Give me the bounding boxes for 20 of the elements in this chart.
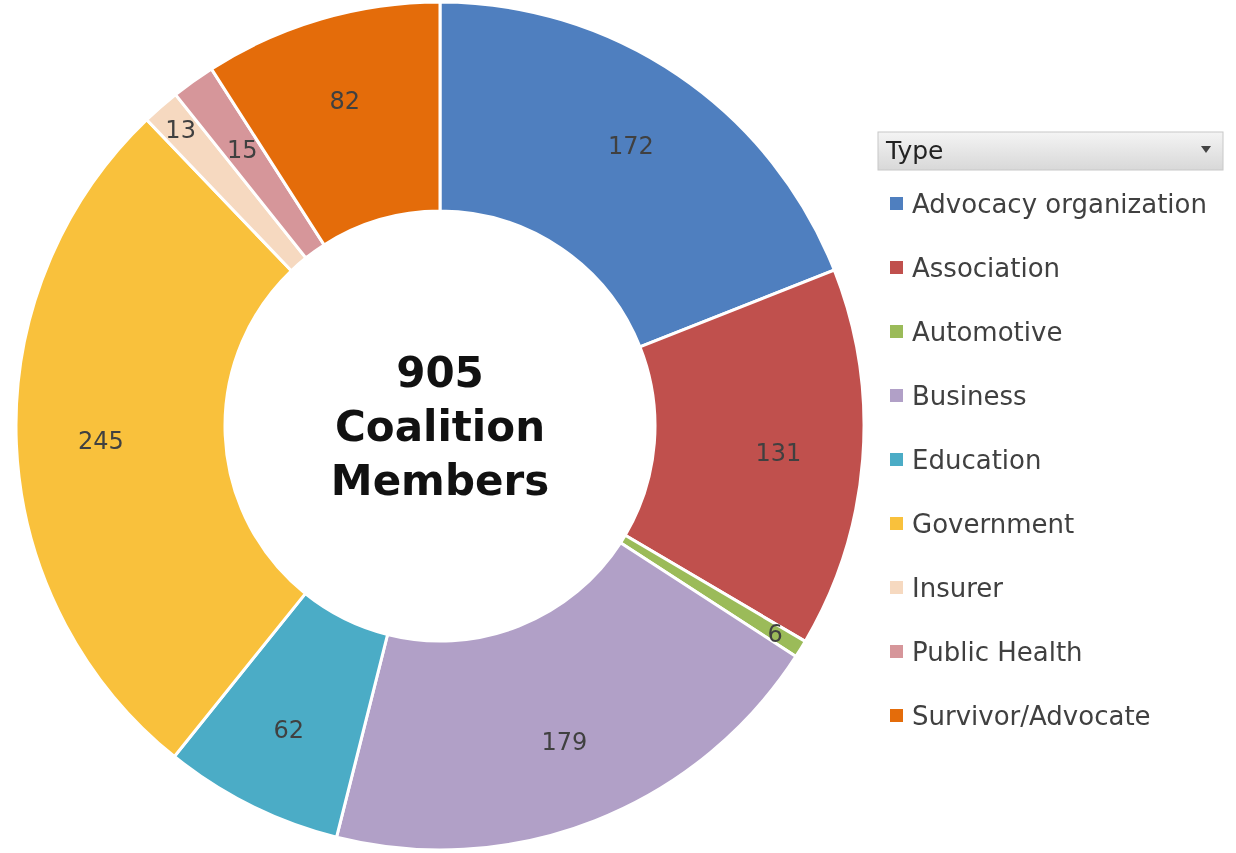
- data-label: 172: [607, 131, 654, 160]
- data-label: 179: [541, 728, 588, 757]
- legend-label: Advocacy organization: [912, 189, 1207, 219]
- legend-label: Association: [912, 253, 1061, 283]
- data-label: 82: [329, 86, 360, 115]
- legend-label: Automotive: [912, 317, 1063, 347]
- data-label: 62: [273, 716, 305, 745]
- data-label: 15: [227, 136, 258, 165]
- data-label: 6: [767, 619, 783, 648]
- data-label: 131: [755, 438, 802, 467]
- legend-label: Business: [912, 381, 1027, 411]
- legend-label: Education: [912, 445, 1042, 475]
- legend-label: Insurer: [912, 573, 1004, 603]
- legend-label: Public Health: [912, 637, 1083, 667]
- legend-label: Government: [912, 509, 1075, 539]
- data-label: 13: [165, 115, 196, 144]
- text: 905 Coalition Members: [330, 348, 550, 505]
- legend-label: Survivor/Advocate: [912, 701, 1151, 731]
- legend-title: Type: [885, 136, 944, 165]
- data-label: 245: [77, 427, 124, 456]
